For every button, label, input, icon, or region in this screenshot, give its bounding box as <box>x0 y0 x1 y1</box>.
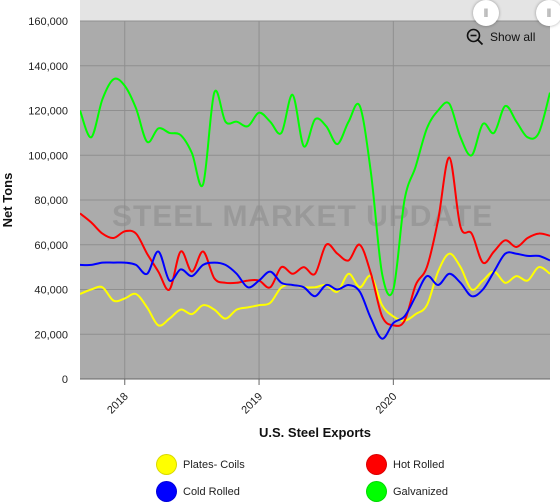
range-navigator[interactable] <box>80 0 550 21</box>
x-axis-title: U.S. Steel Exports <box>259 425 371 440</box>
y-tick-label: 60,000 <box>34 240 68 252</box>
drag-handle-icon: ‖ <box>483 6 489 20</box>
series-line-plates-coils[interactable] <box>80 252 550 327</box>
drag-handle-icon: ‖ <box>546 6 552 20</box>
y-tick-label: 20,000 <box>34 329 68 341</box>
range-handle-right[interactable]: ‖ <box>536 0 560 26</box>
legend-swatch-cold-rolled <box>156 481 177 502</box>
legend-item-galvanized[interactable]: Galvanized <box>366 481 448 502</box>
y-axis: 0 20,000 40,000 60,000 80,000 100,000 120,000 1… <box>28 16 68 386</box>
legend-swatch-galvanized <box>366 481 387 502</box>
x-axis: 2018 2019 2020 <box>80 378 550 417</box>
show-all-label: Show all <box>490 30 536 44</box>
y-axis-title: Net Tons <box>0 173 15 228</box>
x-tick-label: 2020 <box>374 391 400 417</box>
x-tick-label: 2019 <box>239 391 265 417</box>
series-line-cold-rolled[interactable] <box>80 250 550 340</box>
zoom-out-icon <box>466 28 484 46</box>
legend-label: Hot Rolled <box>393 458 445 471</box>
legend-item-cold-rolled[interactable]: Cold Rolled <box>156 481 240 502</box>
y-tick-label: 140,000 <box>28 61 68 73</box>
y-tick-label: 80,000 <box>34 195 68 207</box>
legend-item-plates-coils[interactable]: Plates- Coils <box>156 454 245 475</box>
show-all-button[interactable]: Show all <box>466 28 535 46</box>
legend-swatch-hot-rolled <box>366 454 387 475</box>
legend-label: Galvanized <box>393 485 449 498</box>
steel-exports-chart: STEEL MARKET UPDATE 0 20,000 40,000 60,000 8… <box>0 0 550 440</box>
legend-label: Cold Rolled <box>183 485 240 498</box>
y-tick-label: 100,000 <box>28 150 68 162</box>
series-line-hot-rolled[interactable] <box>80 156 550 327</box>
watermark-logo: STEEL MARKET UPDATE <box>112 200 493 233</box>
series-layer <box>80 77 550 340</box>
legend-item-hot-rolled[interactable]: Hot Rolled <box>366 454 444 475</box>
y-tick-label: 0 <box>62 374 68 386</box>
x-tick-label: 2018 <box>105 391 131 417</box>
legend-swatch-plates-coils <box>156 454 177 475</box>
legend-label: Plates- Coils <box>183 458 245 471</box>
plot-area: STEEL MARKET UPDATE <box>80 20 550 380</box>
range-handle-left[interactable]: ‖ <box>473 0 499 26</box>
y-tick-label: 160,000 <box>28 16 68 28</box>
series-line-galvanized[interactable] <box>80 77 550 297</box>
y-tick-label: 120,000 <box>28 106 68 118</box>
legend: Plates- Coils Hot Rolled Cold Rolled Gal… <box>0 448 560 502</box>
y-tick-label: 40,000 <box>34 285 68 297</box>
